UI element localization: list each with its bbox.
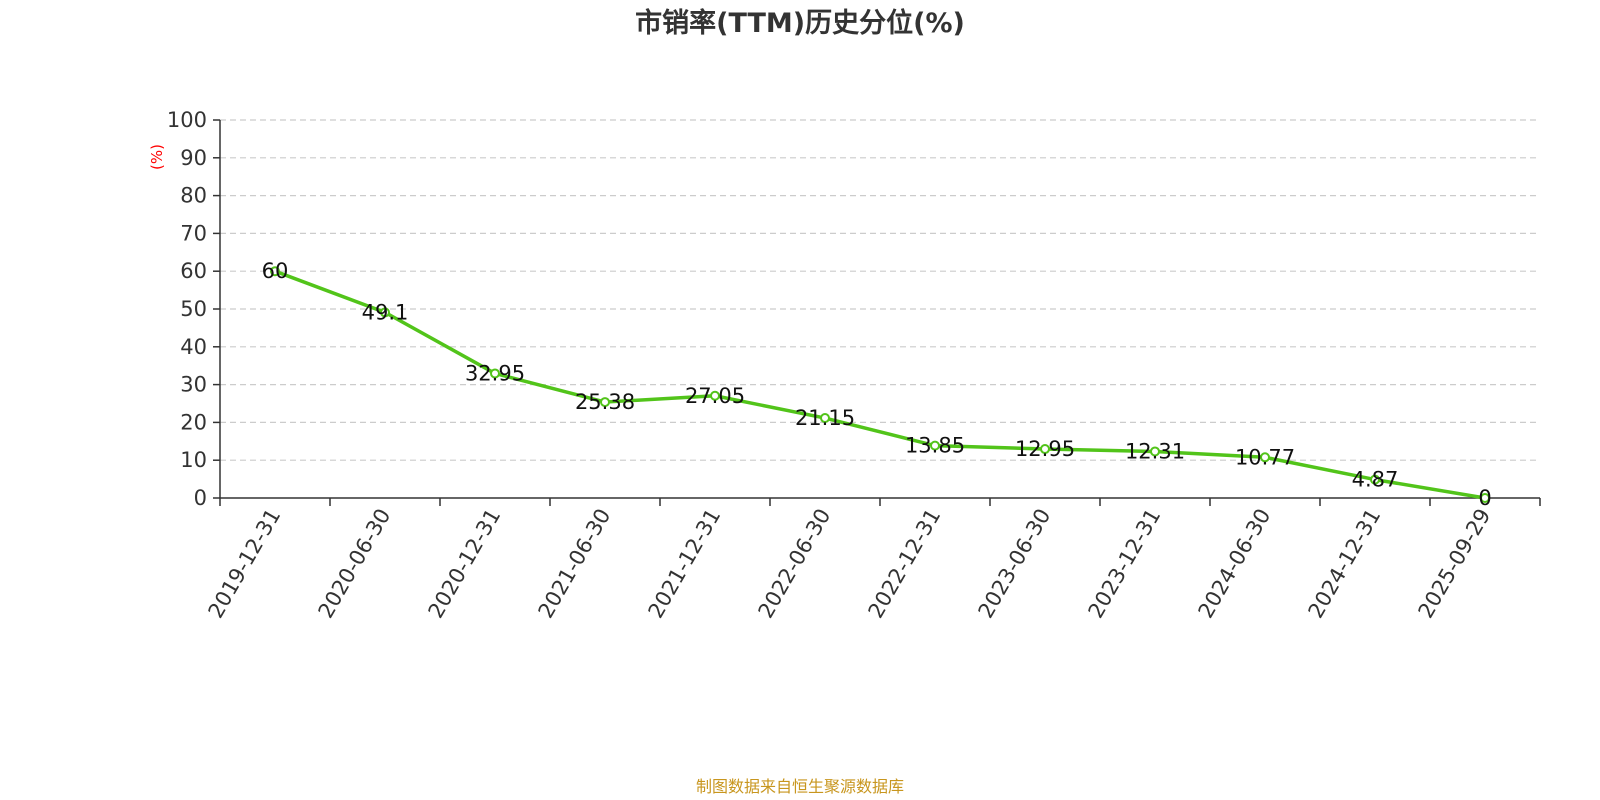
x-tick-label: 2023-12-31	[1084, 505, 1166, 623]
data-label: 21.15	[795, 406, 855, 430]
y-tick-label: 60	[180, 259, 207, 283]
x-axis: 2019-12-31 2020-06-30 2020-12-31 2021-06-30…	[204, 497, 1541, 623]
y-tick-label: 100	[167, 108, 207, 132]
x-tick-label: 2021-06-30	[534, 505, 616, 623]
x-tick-label: 2025-09-29	[1414, 505, 1496, 623]
source-note: 制图数据来自恒生聚源数据库	[696, 777, 904, 796]
data-point	[1150, 446, 1160, 457]
y-tick-label: 70	[180, 221, 207, 245]
data-label: 25.38	[575, 390, 635, 414]
data-label: 13.85	[905, 434, 965, 458]
y-tick-label: 30	[180, 373, 207, 397]
data-point	[270, 266, 280, 277]
y-axis-label: (%)	[148, 144, 166, 170]
x-tick-label: 2024-06-30	[1194, 505, 1276, 623]
x-tick-label: 2023-06-30	[974, 505, 1056, 623]
chart-title: 市销率(TTM)历史分位(%)	[635, 7, 965, 39]
y-axis: 0 10 20 30 40 50 60 70 80 90 100	[167, 108, 221, 510]
data-point	[490, 368, 500, 379]
data-point	[600, 397, 610, 408]
y-tick-label: 90	[180, 146, 207, 170]
x-tick-label: 2024-12-31	[1304, 505, 1386, 623]
data-labels: 60 49.1 32.95 25.38 27.05 21.15 13.85 12.95 12.3…	[262, 259, 1492, 510]
y-tick-label: 0	[194, 486, 207, 510]
data-point	[1040, 444, 1050, 455]
data-label: 32.95	[465, 361, 525, 385]
data-point	[930, 440, 940, 451]
x-tick-label: 2020-12-31	[424, 505, 506, 623]
x-tick-label: 2019-12-31	[204, 505, 286, 623]
data-point	[1260, 452, 1270, 463]
data-label: 4.87	[1352, 468, 1399, 492]
data-point	[820, 413, 830, 424]
data-point	[380, 307, 390, 318]
data-label: 60	[262, 259, 289, 283]
y-tick-label: 20	[180, 410, 207, 434]
x-tick-label: 2022-06-30	[754, 505, 836, 623]
data-point	[1480, 493, 1490, 503]
series-line	[274, 269, 1486, 500]
data-label: 49.1	[362, 300, 409, 324]
y-tick-label: 40	[180, 335, 207, 359]
y-tick-label: 50	[180, 297, 207, 321]
data-point	[1370, 474, 1380, 485]
data-label: 12.95	[1015, 437, 1075, 461]
x-tick-label: 2022-12-31	[864, 505, 946, 623]
data-label: 10.77	[1235, 445, 1295, 469]
data-label: 12.31	[1125, 439, 1185, 463]
x-tick-label: 2020-06-30	[314, 505, 396, 623]
x-tick-label: 2021-12-31	[644, 505, 726, 623]
data-label: 27.05	[685, 384, 745, 408]
data-point	[710, 390, 720, 401]
grid-lines	[220, 119, 1540, 461]
y-tick-label: 80	[180, 184, 207, 208]
data-label: 0	[1478, 486, 1491, 510]
y-tick-label: 10	[180, 448, 207, 472]
series-layer	[270, 266, 1490, 503]
